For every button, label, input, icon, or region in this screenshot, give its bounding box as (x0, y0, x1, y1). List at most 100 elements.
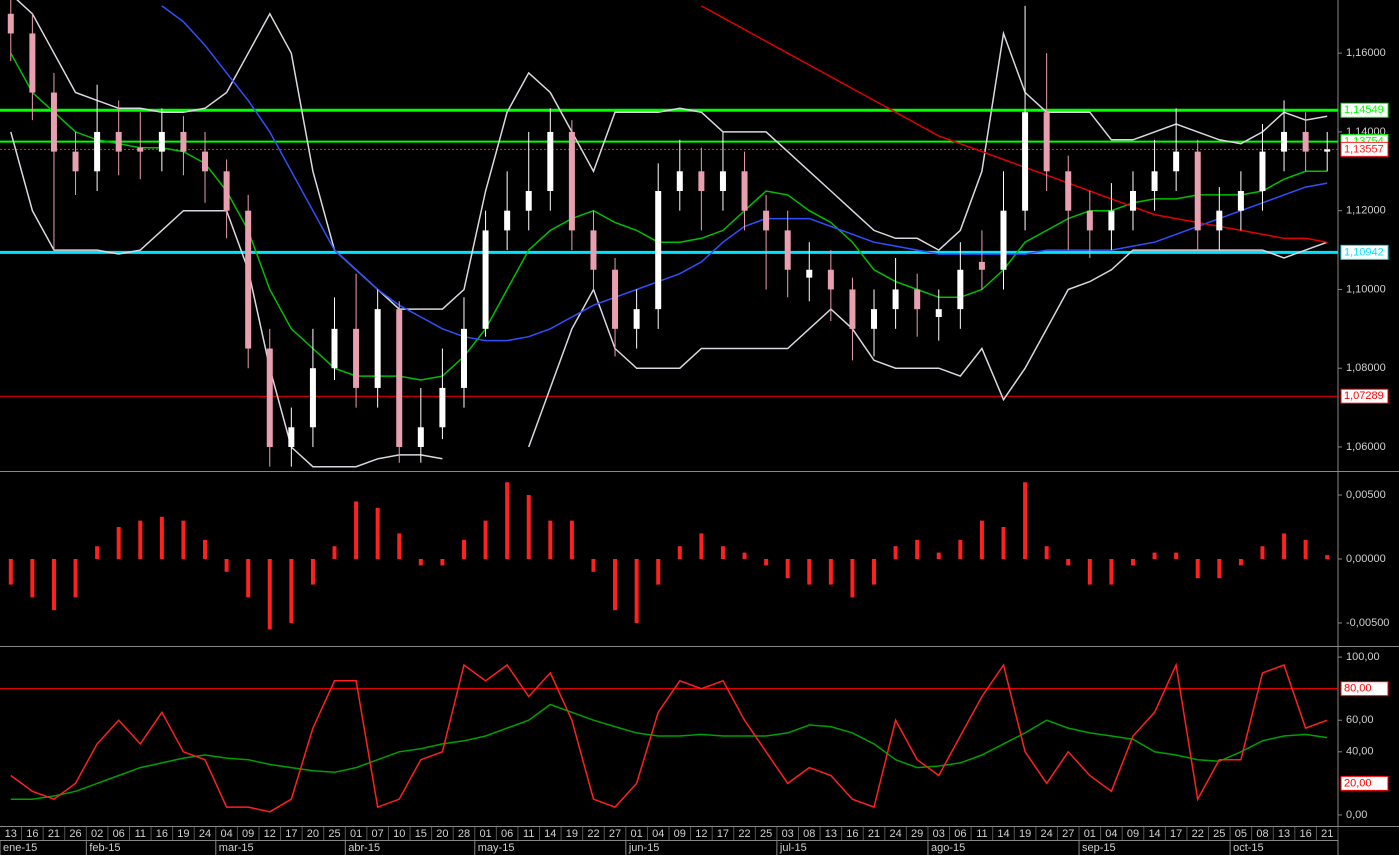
bar (505, 482, 510, 559)
month-label: jul-15 (779, 842, 807, 854)
y-tick-label: 1,10000 (1346, 283, 1386, 295)
panel (8, 482, 1330, 630)
bar (224, 559, 229, 572)
bar (936, 552, 941, 559)
bar (872, 559, 877, 585)
panel (0, 0, 1338, 468)
x-tick-label: 01 (631, 828, 643, 840)
x-tick-label: 12 (695, 828, 707, 840)
x-tick-label: 26 (69, 828, 81, 840)
level-label: 1,10942 (1344, 246, 1384, 258)
candle-body (957, 269, 964, 310)
candle-body (417, 427, 424, 447)
candle-body (763, 210, 770, 231)
candle-body (719, 171, 726, 191)
bar (267, 559, 272, 630)
x-tick-label: 19 (177, 828, 189, 840)
panel (0, 662, 1338, 813)
candle-body (1151, 171, 1158, 191)
candle-body (137, 147, 144, 152)
candle-body (849, 289, 856, 329)
bar (1130, 559, 1135, 566)
bar (1282, 533, 1287, 559)
x-tick-label: 24 (199, 828, 211, 840)
x-tick-label: 21 (48, 828, 60, 840)
x-tick-label: 03 (933, 828, 945, 840)
bar (30, 559, 35, 598)
x-tick-label: 04 (652, 828, 664, 840)
candle-body (655, 190, 662, 310)
candle-body (223, 171, 230, 211)
bar (526, 495, 531, 559)
x-tick-label: 14 (544, 828, 556, 840)
x-tick-label: 02 (91, 828, 103, 840)
candle-body (1194, 151, 1201, 231)
x-tick-label: 13 (5, 828, 17, 840)
x-tick-label: 09 (674, 828, 686, 840)
x-tick-label: 16 (1300, 828, 1312, 840)
x-tick-label: 20 (307, 828, 319, 840)
x-tick-label: 16 (156, 828, 168, 840)
candle-body (978, 261, 985, 270)
x-tick-label: 22 (738, 828, 750, 840)
x-tick-label: 13 (825, 828, 837, 840)
bar (699, 533, 704, 559)
bar (742, 552, 747, 559)
level-label-box (1340, 141, 1389, 157)
bar (720, 546, 725, 559)
bar (807, 559, 812, 585)
x-tick-label: 25 (760, 828, 772, 840)
candle-body (1259, 151, 1266, 191)
candle-body (806, 269, 813, 278)
x-tick-label: 09 (242, 828, 254, 840)
bar (1001, 527, 1006, 559)
x-tick-label: 24 (889, 828, 901, 840)
bar (1325, 555, 1330, 559)
candle-body (115, 131, 122, 152)
level-label-box (1340, 102, 1389, 118)
candle-body (50, 92, 57, 152)
x-tick-label: 01 (350, 828, 362, 840)
candle-body (1237, 190, 1244, 211)
x-tick-label: 05 (1235, 828, 1247, 840)
indicator-line (10, 52, 1328, 381)
bar (418, 559, 423, 566)
candle-body (590, 230, 597, 270)
candle-body (1324, 149, 1331, 152)
x-tick-label: 06 (954, 828, 966, 840)
candle-body (1065, 171, 1072, 211)
candle-body (1173, 151, 1180, 172)
x-tick-label: 01 (1084, 828, 1096, 840)
y-tick-label: 0,00000 (1346, 553, 1386, 565)
candle-body (245, 210, 252, 349)
bar (440, 559, 445, 566)
x-tick-label: 08 (803, 828, 815, 840)
bar (915, 539, 920, 559)
candle-body (331, 328, 338, 369)
bar (958, 539, 963, 559)
candle-body (1000, 210, 1007, 270)
candle-body (1108, 210, 1115, 231)
bar (656, 559, 661, 585)
x-tick-label: 17 (1170, 828, 1182, 840)
candle-body (288, 427, 295, 447)
candle-body (1129, 190, 1136, 211)
bar (979, 520, 984, 559)
bar (548, 520, 553, 559)
candle-body (504, 210, 511, 231)
candle-body (266, 348, 273, 447)
level-label: 80,00 (1344, 683, 1372, 695)
month-label: ago-15 (931, 842, 965, 854)
x-tick-label: 14 (997, 828, 1009, 840)
y-tick-label: 60,00 (1346, 714, 1374, 726)
x-tick-label: 25 (328, 828, 340, 840)
indicator-line (10, 662, 1328, 813)
x-tick-label: 11 (135, 828, 146, 840)
candle-body (1302, 131, 1309, 152)
bar (461, 539, 466, 559)
bar (354, 501, 359, 559)
y-tick-label: 1,12000 (1346, 205, 1386, 217)
candle-body (309, 368, 316, 428)
